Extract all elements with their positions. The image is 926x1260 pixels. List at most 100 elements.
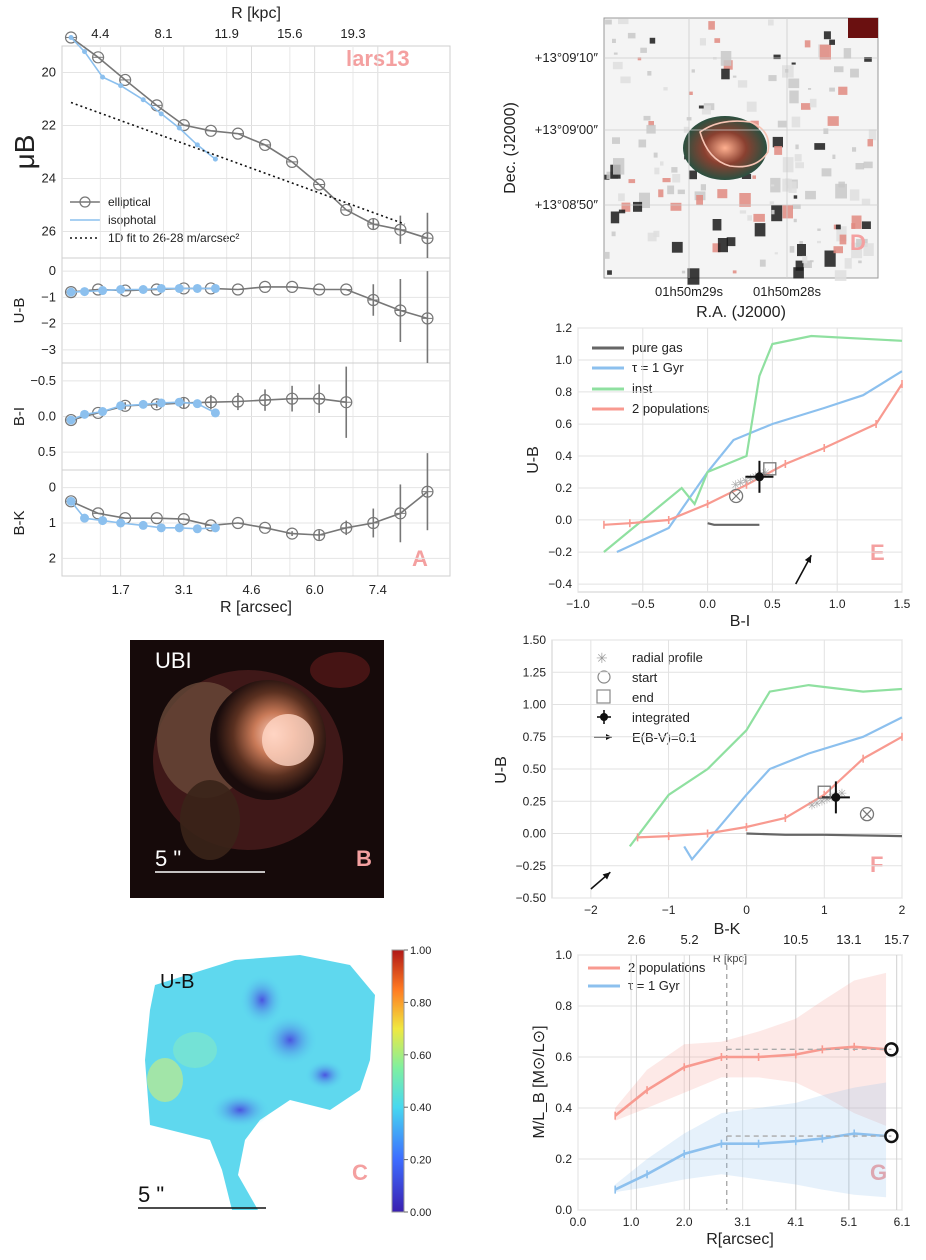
panel-a-isophotal-point: [66, 287, 76, 297]
panel-d-noise-pixel: [611, 231, 616, 237]
panel-d-noise-pixel: [864, 57, 872, 62]
panel-e-radial-point: ✳: [730, 478, 740, 492]
panel-d-noise-pixel: [801, 260, 812, 268]
panel-g-letter: G: [870, 1160, 887, 1185]
panel-d-noise-pixel: [848, 18, 878, 38]
colorbar-tick-label: 1.00: [410, 945, 431, 957]
panel-d-noise-pixel: [819, 44, 831, 60]
panel-a-elliptical-point: [177, 119, 190, 132]
panel-a-elliptical-point: [64, 31, 78, 44]
panel-a-isophotal-point: [192, 524, 202, 534]
panel-a-ylabel: B-I: [11, 407, 28, 426]
panel-d-noise-pixel: [688, 170, 697, 180]
panel-d-noise-pixel: [809, 260, 814, 263]
panel-a-isophotal-point: [174, 523, 184, 533]
panel-d-noise-pixel: [795, 144, 799, 150]
panel-a-elliptical-point: [421, 485, 434, 498]
panel-d-noise-pixel: [782, 205, 793, 219]
panel-d-noise-pixel: [677, 189, 685, 195]
panel-d-noise-pixel: [637, 57, 642, 61]
panel-d-xlabel: R.A. (J2000): [696, 304, 786, 321]
panel-f-radial-point: ✳: [817, 794, 827, 808]
panel-c-colorbar: [391, 949, 405, 1213]
panel-e-radial-point: ✳: [740, 474, 750, 488]
panel-a-isophotal-point: [156, 398, 166, 408]
panel-e-start-cross: [731, 491, 741, 501]
panel-g-xtick: 2.0: [676, 1215, 693, 1229]
panel-d-noise-pixel: [835, 224, 841, 230]
panel-e-end-marker: [763, 462, 777, 476]
panel-d-noise-pixel: [788, 181, 797, 193]
panel-a-ytick: 22: [42, 118, 56, 133]
panel-d-noise-pixel: [836, 226, 847, 242]
panel-d-noise-pixel: [829, 39, 835, 45]
panel-d-noise-pixel: [792, 204, 801, 209]
panel-a-top-tick: 15.6: [277, 26, 302, 41]
panel-d-noise-pixel: [739, 193, 751, 207]
panel-f-start-marker: [859, 807, 875, 822]
panel-d-noise-pixel: [613, 52, 618, 55]
panel-a-ytick: −2: [41, 316, 56, 331]
panel-a-ytick: 26: [42, 224, 56, 239]
panel-a-isophotal-point: [98, 286, 108, 296]
panel-c-colorbar-ticks: 1.00 0.80 0.60 0.40 0.20 0.00: [404, 945, 431, 1219]
panel-f-start-cross: [862, 809, 872, 819]
panel-f-reddening-head: [602, 872, 611, 880]
panel-g-endpoint: [884, 1042, 899, 1057]
panel-c-letter: C: [352, 1160, 368, 1185]
panel-a-ytick: 1: [49, 515, 56, 530]
panel-e-radial-point: ✳: [735, 476, 745, 490]
panel-e-xtick: 1.0: [829, 597, 846, 611]
panel-d-noise-pixel: [746, 101, 757, 112]
panel-a-isophotal-point: [82, 49, 88, 55]
panel-d-noise-pixel: [660, 161, 664, 166]
panel-a-elliptical-point: [340, 521, 353, 534]
panel-d-noise-pixel: [646, 124, 656, 134]
panel-d-noise-pixel: [732, 75, 737, 78]
panel-g-top-tick: 5.2: [681, 932, 699, 947]
panel-a-elliptical-point: [204, 396, 217, 409]
panel-d-noise-pixel: [696, 195, 703, 206]
panel-a-ytick: 20: [42, 65, 56, 80]
panel-d-noise-pixel: [777, 120, 787, 128]
panel-f-ylabel: U-B: [493, 756, 510, 784]
panel-d-noise-pixel: [628, 179, 636, 184]
panel-d-noise-pixel: [663, 87, 668, 91]
panel-a-elliptical-point: [285, 527, 299, 540]
panel-a-isophotal-point: [212, 156, 218, 162]
panel-d-noise-pixel: [648, 121, 654, 127]
panel-e-xlabel: B-I: [730, 613, 750, 630]
panel-a-legend: elliptical isophotal 1D fit to 26-28 m/a…: [70, 195, 239, 245]
panel-d-noise-pixel: [610, 211, 620, 224]
panel-g-xtick: 0.0: [570, 1215, 587, 1229]
panel-b-ubi-image: UBI 5 " B: [130, 640, 384, 898]
colorbar-tick-label: 0.80: [410, 997, 431, 1009]
panel-d-noise-pixel: [801, 103, 811, 110]
panel-a-isophotal-point: [176, 125, 182, 131]
panel-e-ytick: 0.4: [555, 449, 572, 463]
panel-d-noise-pixel: [618, 193, 625, 202]
panel-d-noise-pixel: [658, 189, 664, 198]
legend-end: end: [632, 690, 654, 705]
panel-d-noise-pixel: [823, 31, 831, 40]
panel-d-noise-pixel: [667, 185, 675, 195]
panel-d-noise-pixel: [829, 87, 835, 92]
panel-d-noise-pixel: [851, 215, 862, 229]
panel-d-noise-pixel: [627, 32, 636, 39]
panel-e-ytick: −0.2: [548, 545, 572, 559]
panel-g-xtick: 4.1: [787, 1215, 804, 1229]
panel-a-isophotal-point: [192, 399, 202, 409]
panel-a-elliptical-point: [367, 217, 380, 231]
panel-f-xtick: 2: [899, 903, 906, 917]
colorbar-tick-label: 0.40: [410, 1102, 431, 1114]
panel-d-noise-pixel: [681, 270, 686, 274]
panel-d-noise-pixel: [605, 19, 612, 25]
panel-e-legend: pure gas τ = 1 Gyr inst 2 populations: [592, 340, 710, 416]
panel-d-noise-pixel: [804, 40, 811, 48]
panel-a-elliptical-point: [119, 73, 132, 87]
panel-f-end-marker: [817, 785, 831, 799]
panel-g-xtick: 5.1: [841, 1215, 858, 1229]
panel-e-xtick: −0.5: [631, 597, 655, 611]
panel-e-ytick: 0.2: [555, 481, 572, 495]
panel-d-noise-pixel: [607, 270, 612, 275]
